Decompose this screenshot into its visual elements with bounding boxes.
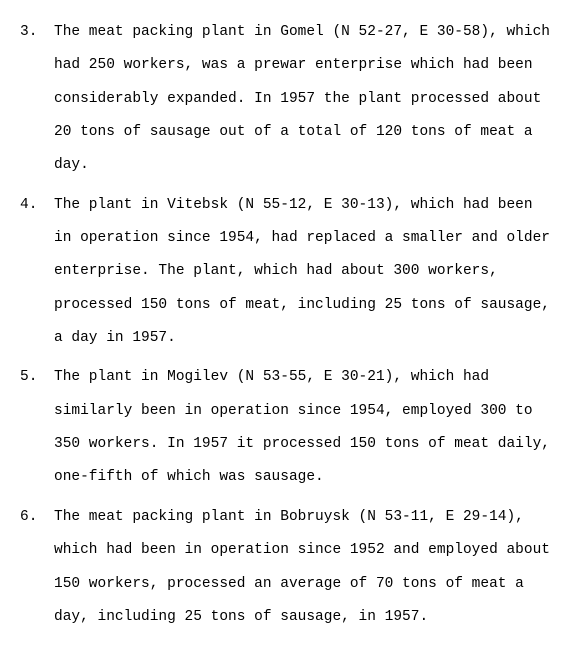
item-text: The meat packing plant in Gomel (N 52-27…	[54, 16, 557, 183]
list-item: 4. The plant in Vitebsk (N 55-12, E 30-1…	[20, 189, 557, 356]
item-number: 4.	[20, 189, 54, 222]
list-item: 5. The plant in Mogilev (N 53-55, E 30-2…	[20, 361, 557, 494]
item-number: 6.	[20, 501, 54, 534]
item-text: The plant in Vitebsk (N 55-12, E 30-13),…	[54, 189, 557, 356]
list-item: 3. The meat packing plant in Gomel (N 52…	[20, 16, 557, 183]
item-number: 3.	[20, 16, 54, 49]
item-text: The meat packing plant in Bobruysk (N 53…	[54, 501, 557, 634]
list-item: 6. The meat packing plant in Bobruysk (N…	[20, 501, 557, 634]
item-text: The plant in Mogilev (N 53-55, E 30-21),…	[54, 361, 557, 494]
item-number: 5.	[20, 361, 54, 394]
